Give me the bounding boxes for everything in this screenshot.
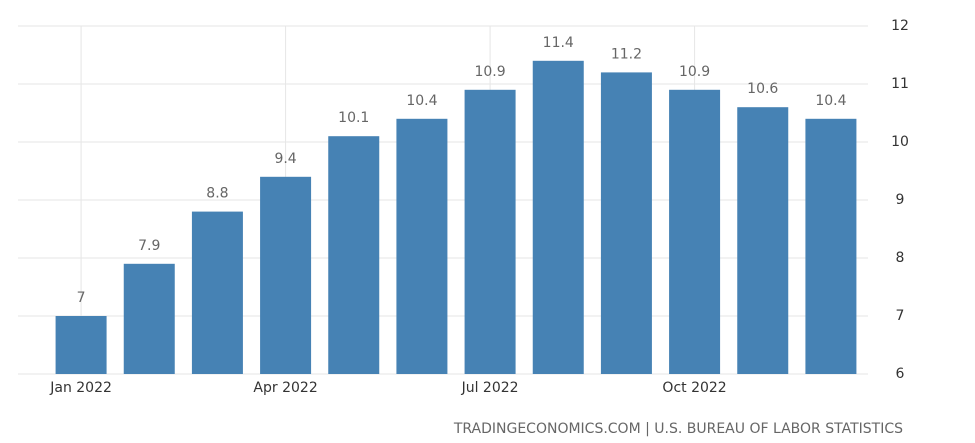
x-tick-label: Jan 2022 xyxy=(49,380,112,396)
value-label: 10.9 xyxy=(679,64,710,80)
bar xyxy=(328,136,380,374)
bar xyxy=(737,107,789,374)
value-label: 11.4 xyxy=(543,35,574,51)
x-tick-label: Apr 2022 xyxy=(253,380,317,396)
bar xyxy=(532,60,584,375)
bar xyxy=(55,316,107,374)
y-tick-label: 12 xyxy=(891,18,909,34)
bar xyxy=(464,89,516,375)
bar xyxy=(669,89,721,375)
y-tick-label: 6 xyxy=(896,366,905,382)
bar xyxy=(123,263,175,374)
value-label: 10.4 xyxy=(815,93,846,109)
source: TRADINGECONOMICS.COM | U.S. BUREAU OF LA… xyxy=(453,421,903,437)
x-tick-label: Jul 2022 xyxy=(461,380,519,396)
value-label: 10.1 xyxy=(338,110,369,126)
y-tick-label: 7 xyxy=(896,308,905,324)
bar xyxy=(600,72,652,375)
value-label: 10.6 xyxy=(747,81,778,97)
y-tick-label: 10 xyxy=(891,134,909,150)
value-label: 10.4 xyxy=(406,93,437,109)
y-tick-label: 8 xyxy=(896,250,905,266)
y-tick-label: 11 xyxy=(891,76,909,92)
value-label: 11.2 xyxy=(611,46,642,62)
value-label: 10.9 xyxy=(474,64,505,80)
x-tick-label: Oct 2022 xyxy=(662,380,726,396)
value-label: 7.9 xyxy=(138,238,160,254)
bar xyxy=(191,211,243,374)
y-tick-label: 9 xyxy=(896,192,905,208)
bar xyxy=(260,176,312,374)
value-label: 7 xyxy=(77,290,86,306)
value-label: 9.4 xyxy=(274,151,296,167)
value-label: 8.8 xyxy=(206,186,228,202)
bar xyxy=(805,118,857,374)
bar xyxy=(396,118,448,374)
